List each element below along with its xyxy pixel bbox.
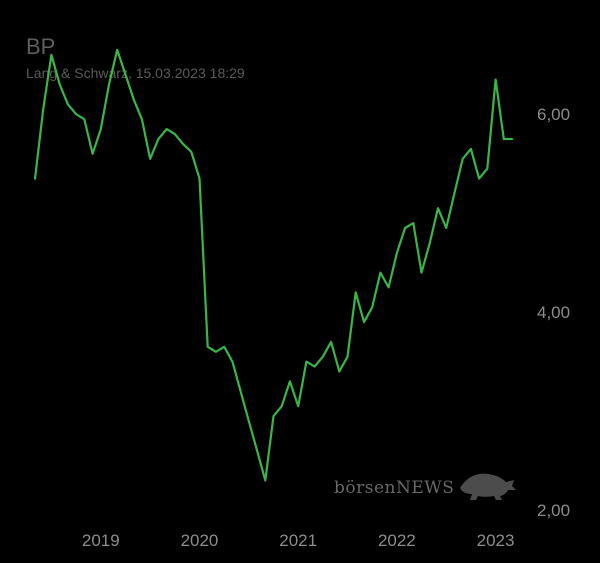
x-tick-label: 2020 [181, 531, 219, 550]
x-tick-label: 2019 [82, 531, 120, 550]
x-tick-label: 2023 [477, 531, 515, 550]
chart-subtitle: Lang & Schwarz, 15.03.2023 18:29 [26, 65, 245, 81]
boersennews-watermark: börsenNEWS [334, 473, 518, 502]
x-tick-label: 2022 [378, 531, 416, 550]
x-tick-label: 2021 [279, 531, 317, 550]
y-tick-label: 4,00 [537, 303, 570, 322]
watermark-text: börsenNEWS [334, 478, 455, 498]
bull-logo-icon [460, 473, 517, 500]
y-tick-label: 6,00 [537, 105, 570, 124]
series-line [33, 48, 514, 482]
y-tick-label: 2,00 [537, 501, 570, 520]
